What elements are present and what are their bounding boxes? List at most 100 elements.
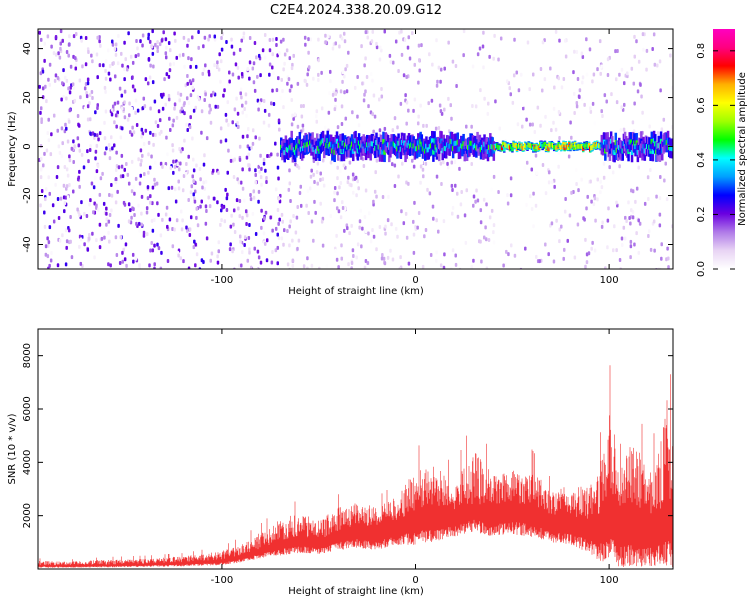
spectrogram-cell: [447, 96, 450, 101]
spectrogram-cell: [272, 71, 275, 76]
x-tick-label: -100: [211, 275, 234, 286]
spectrogram-cell: [177, 186, 181, 191]
spectrogram-cell: [131, 125, 134, 130]
spectrogram-cell: [586, 194, 589, 199]
spectrogram-cell: [147, 57, 151, 62]
spectrogram-cell: [188, 232, 192, 237]
spectrogram-cell: [421, 167, 425, 172]
spectrogram-cell: [647, 233, 650, 238]
spectrogram-cell: [405, 121, 408, 126]
spectrogram-cell: [345, 89, 349, 94]
spectrogram-cell: [374, 170, 377, 175]
spectrogram-cell: [156, 201, 159, 206]
spectrogram-cell: [229, 158, 233, 163]
spectrogram-cell: [164, 51, 168, 56]
spectrogram-cell: [479, 88, 482, 93]
spectrogram-cell: [140, 158, 143, 163]
spectrogram-cell: [306, 256, 309, 261]
spectrogram-cell: [292, 214, 295, 219]
spectrogram-cell: [59, 196, 63, 201]
spectrogram-cell: [277, 76, 280, 81]
spectrogram-cell: [320, 70, 323, 75]
spectrogram-cell: [67, 86, 70, 91]
spectrogram-cell: [560, 224, 563, 229]
spectrogram-cell: [220, 35, 223, 40]
spectrogram-cell: [262, 158, 266, 163]
spectrogram-cell: [254, 231, 258, 236]
spectrogram-cell: [148, 165, 152, 170]
spectrogram-cell: [391, 60, 395, 65]
spectrogram-cell: [391, 162, 394, 167]
spectrogram-cell: [76, 114, 80, 119]
spectrogram-cell: [114, 235, 118, 240]
spectrogram-cell: [470, 162, 473, 167]
spectrogram-cell: [159, 266, 163, 269]
spectrogram-cell: [658, 223, 662, 228]
spectrogram-cell: [531, 72, 535, 77]
spectrogram-cell: [130, 215, 133, 220]
spectrogram-cell: [203, 98, 206, 103]
spectrogram-cell: [202, 44, 205, 49]
spectrogram-cell: [193, 199, 197, 204]
spectrogram-cell: [553, 184, 556, 189]
spectrogram-cell: [592, 202, 596, 207]
spectrogram-cell: [274, 152, 277, 157]
spectrogram-cell: [136, 108, 140, 113]
spectrogram-cell: [351, 248, 355, 253]
spectrogram-cell: [259, 98, 263, 103]
spectrogram-cell: [306, 72, 309, 77]
spectrogram-cell: [90, 181, 94, 186]
spectrogram-cell: [482, 235, 486, 240]
spectrogram-cell: [40, 188, 44, 193]
spectrogram-cell: [670, 124, 673, 129]
spectrogram-cell: [260, 208, 263, 213]
spectrogram-cell: [277, 221, 280, 226]
spectrogram-cell: [604, 266, 607, 269]
spectrogram-cell: [65, 50, 69, 55]
spectrogram-cell: [108, 147, 112, 152]
spectrogram-cell: [207, 72, 211, 77]
spectrogram-cell: [523, 166, 527, 171]
spectrogram-cell: [76, 136, 80, 141]
spectrogram-cell: [277, 196, 281, 201]
spectrogram-cell: [319, 201, 322, 206]
spectrogram-cell: [509, 92, 513, 97]
spectrogram-cell: [166, 224, 169, 229]
spectrogram-cell: [288, 181, 292, 186]
spectrogram-cell: [358, 219, 362, 224]
spectrogram-cell: [422, 174, 425, 179]
spectrogram-cell: [305, 82, 309, 87]
spectrogram-cell: [238, 198, 242, 203]
spectrogram-cell: [451, 59, 455, 64]
spectrogram-cell: [259, 175, 263, 180]
spectrogram-cell: [573, 91, 576, 96]
spectrogram-cell: [159, 233, 163, 238]
spectrogram-cell: [336, 165, 339, 170]
spectrogram-cell: [607, 206, 610, 211]
spectrogram-cell: [216, 60, 219, 65]
spectrogram-cell: [419, 164, 423, 169]
spectrogram-cell: [521, 103, 525, 108]
spectrogram-cell: [171, 148, 175, 153]
spectrogram-cell: [631, 120, 635, 125]
spectrogram-cell: [291, 258, 295, 263]
spectrogram-cell: [86, 247, 90, 252]
spectrogram-cell: [168, 48, 172, 53]
spectrogram-cell: [148, 263, 151, 268]
spectrogram-cell: [316, 161, 320, 166]
spectrogram-cell: [454, 262, 458, 267]
spectrogram-cell: [378, 224, 382, 229]
spectrogram-cell: [43, 224, 47, 229]
spectrogram-cell: [183, 101, 186, 106]
spectrogram-cell: [356, 179, 359, 184]
spectrogram-cell: [280, 212, 284, 217]
spectrogram-cell: [451, 248, 455, 253]
spectrogram-cell: [256, 98, 260, 103]
spectrogram-cell: [364, 56, 367, 61]
spectrogram-cell: [209, 107, 212, 112]
spectrogram-cell: [244, 92, 248, 97]
spectrogram-cell: [100, 236, 104, 241]
spectrogram-cell: [629, 139, 633, 145]
spectrogram-cell: [658, 212, 662, 217]
spectrogram-cell: [435, 83, 439, 88]
